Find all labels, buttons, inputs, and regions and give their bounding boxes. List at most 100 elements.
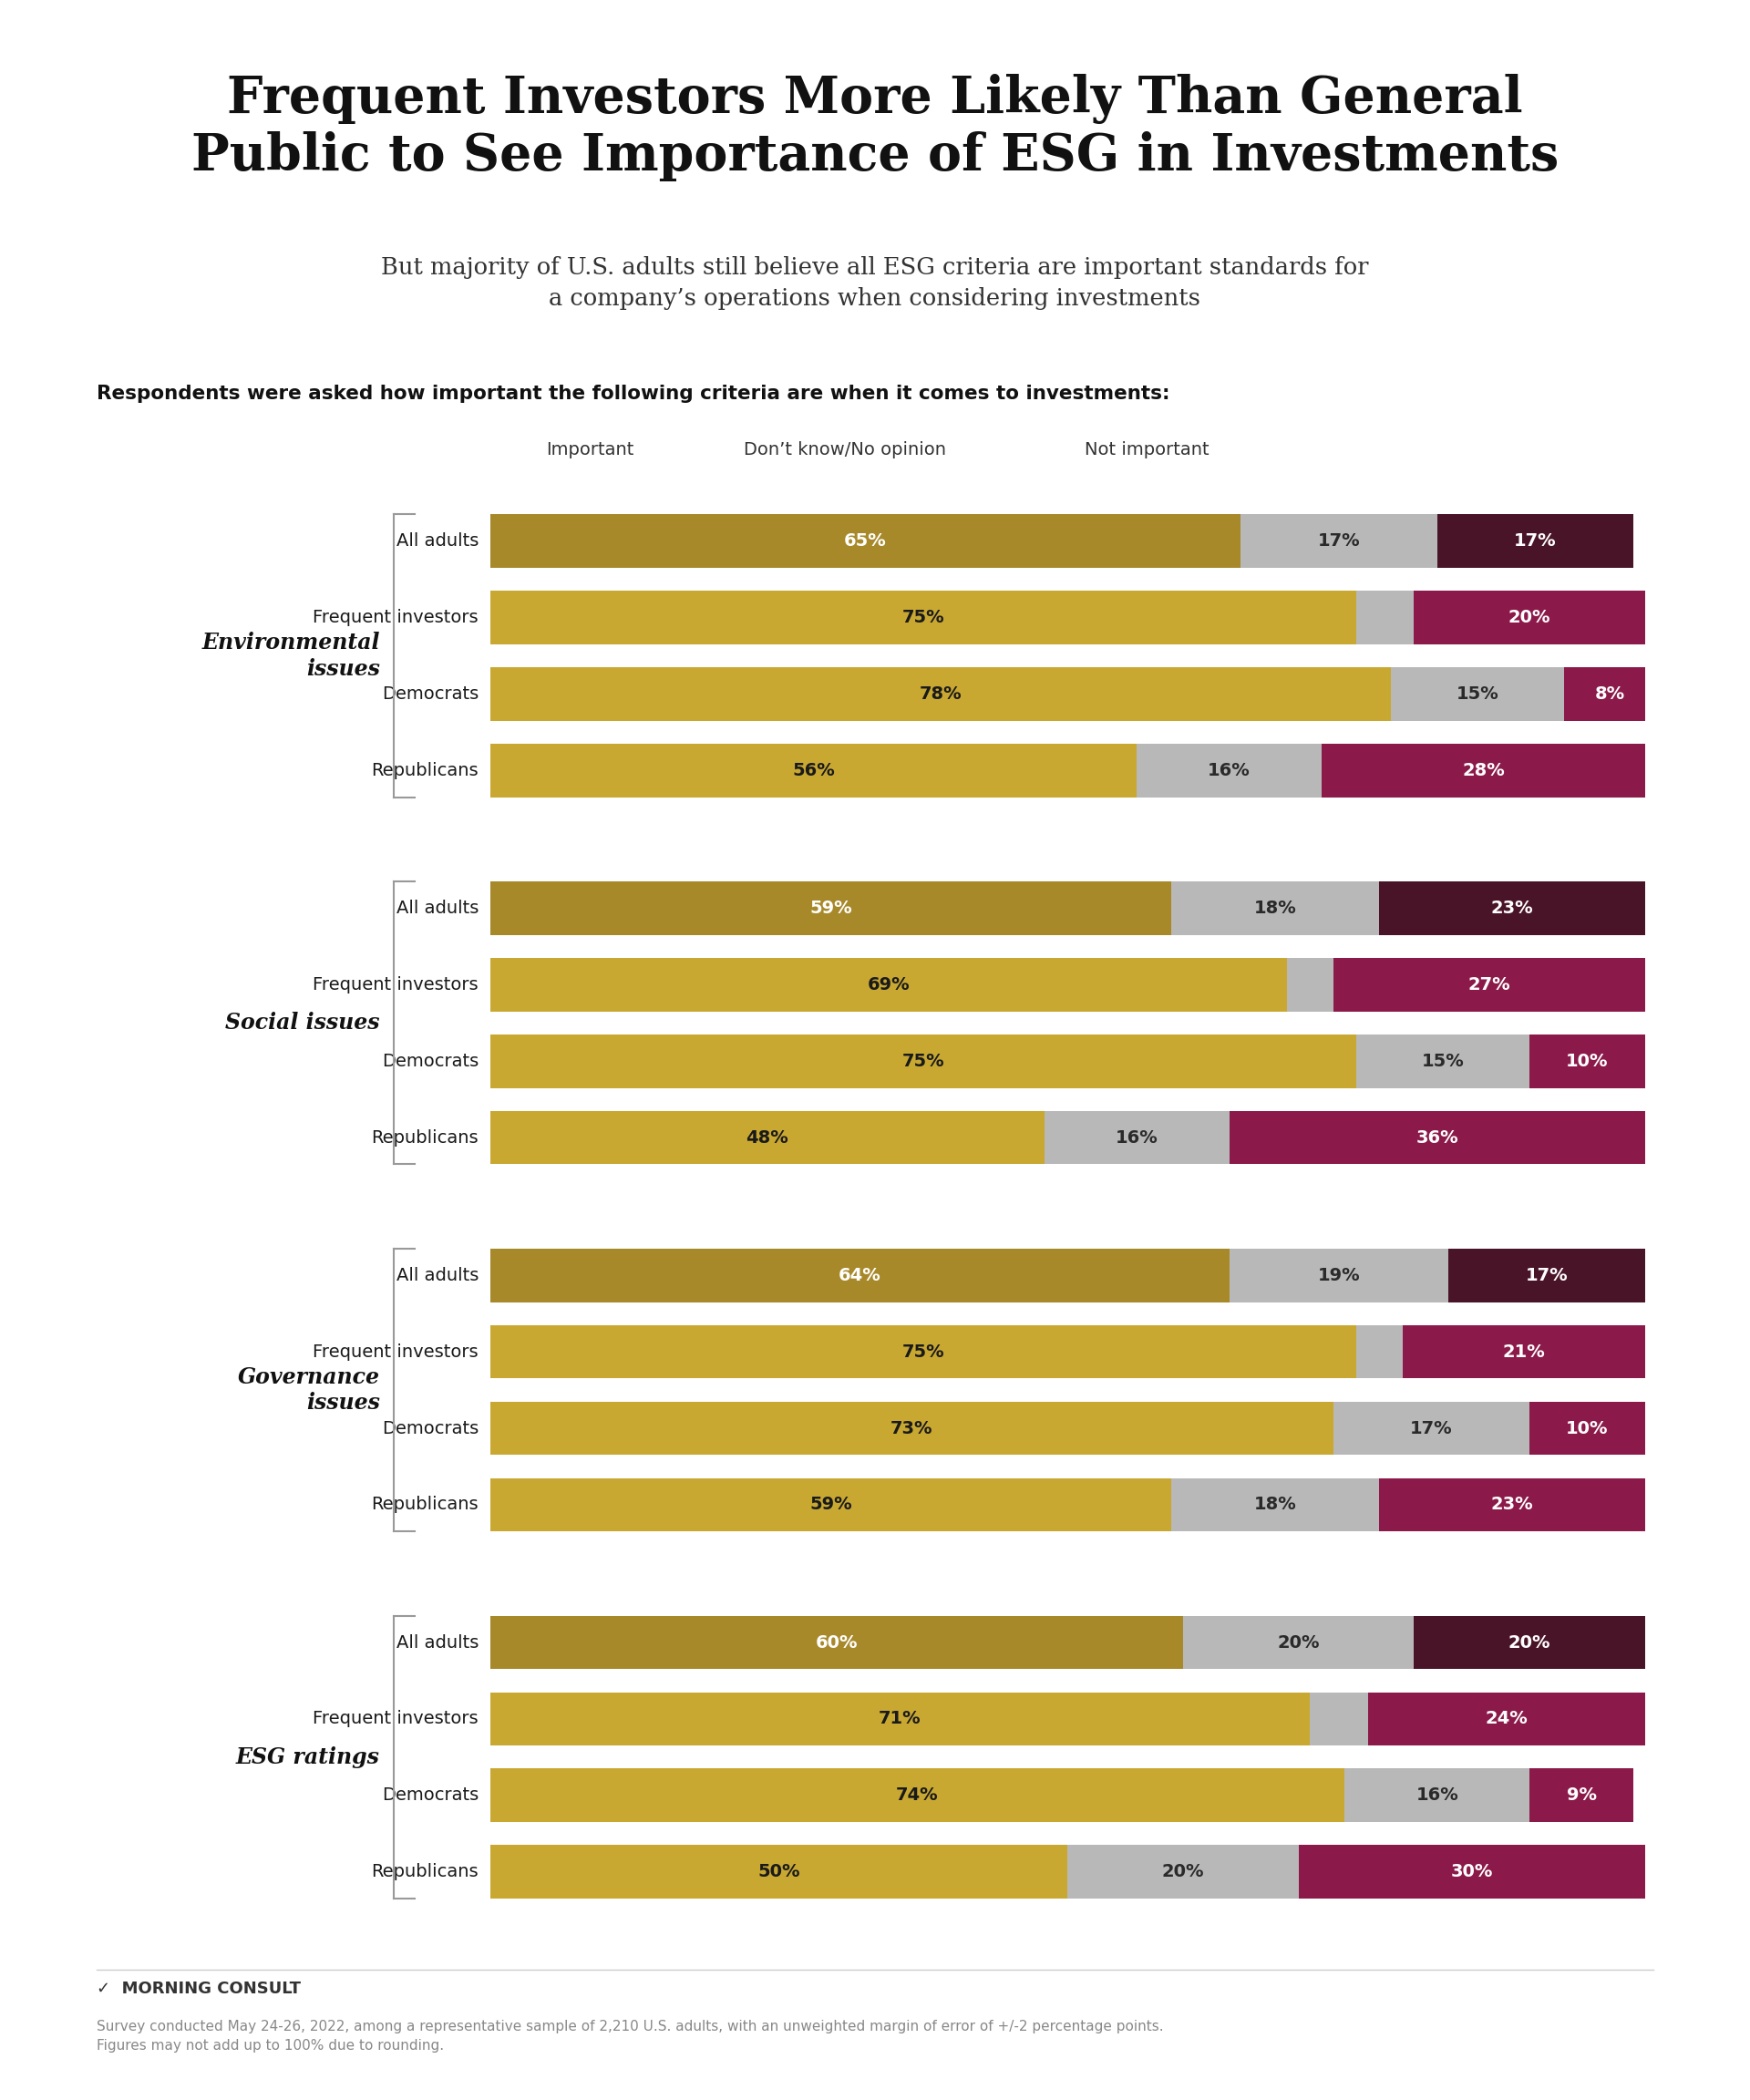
Text: Frequent Investors More Likely Than General
Public to See Importance of ESG in I: Frequent Investors More Likely Than Gene… bbox=[191, 74, 1559, 181]
Text: ✓  MORNING CONSULT: ✓ MORNING CONSULT bbox=[96, 1980, 301, 1997]
Text: Frequent investors: Frequent investors bbox=[313, 1344, 478, 1361]
Text: ESG ratings: ESG ratings bbox=[236, 1747, 380, 1768]
Bar bbox=[1321, 743, 1645, 798]
Bar bbox=[1228, 1250, 1449, 1302]
Text: 15%: 15% bbox=[1456, 685, 1498, 704]
Text: But majority of U.S. adults still believe all ESG criteria are important standar: But majority of U.S. adults still believ… bbox=[382, 256, 1368, 311]
Text: 20%: 20% bbox=[1508, 609, 1550, 626]
Bar bbox=[1449, 1250, 1645, 1302]
Bar bbox=[1564, 668, 1657, 720]
Text: Social issues: Social issues bbox=[226, 1012, 380, 1033]
Text: 75%: 75% bbox=[901, 609, 945, 626]
Bar bbox=[490, 1478, 1171, 1531]
Bar bbox=[490, 1325, 1356, 1378]
Text: 48%: 48% bbox=[746, 1130, 789, 1147]
Text: Democrats: Democrats bbox=[382, 1787, 478, 1804]
Text: 73%: 73% bbox=[891, 1420, 933, 1436]
Text: All adults: All adults bbox=[396, 899, 478, 918]
Text: Governance
issues: Governance issues bbox=[238, 1365, 380, 1413]
Bar bbox=[490, 1846, 1067, 1898]
Text: 75%: 75% bbox=[901, 1052, 945, 1069]
Text: Environmental
issues: Environmental issues bbox=[201, 632, 380, 680]
Text: Survey conducted May 24-26, 2022, among a representative sample of 2,210 U.S. ad: Survey conducted May 24-26, 2022, among … bbox=[96, 2020, 1164, 2054]
Bar bbox=[1530, 1768, 1633, 1823]
Text: Democrats: Democrats bbox=[382, 1420, 478, 1436]
Text: 9%: 9% bbox=[1566, 1787, 1596, 1804]
Bar bbox=[1530, 1035, 1645, 1088]
Bar bbox=[1356, 1035, 1530, 1088]
Bar bbox=[1530, 1401, 1645, 1455]
Text: 64%: 64% bbox=[838, 1266, 880, 1283]
Bar bbox=[1183, 1615, 1414, 1670]
Text: 18%: 18% bbox=[1255, 899, 1297, 918]
Text: Important: Important bbox=[546, 441, 634, 458]
Text: All adults: All adults bbox=[396, 1634, 478, 1651]
Bar bbox=[1379, 882, 1645, 934]
Text: 60%: 60% bbox=[816, 1634, 858, 1651]
Bar bbox=[1045, 1111, 1228, 1163]
Text: Respondents were asked how important the following criteria are when it comes to: Respondents were asked how important the… bbox=[96, 384, 1169, 403]
Text: Frequent investors: Frequent investors bbox=[313, 977, 478, 993]
Text: 50%: 50% bbox=[758, 1863, 800, 1882]
Text: 16%: 16% bbox=[1416, 1787, 1458, 1804]
Text: 20%: 20% bbox=[1162, 1863, 1204, 1882]
Text: 23%: 23% bbox=[1491, 1495, 1533, 1514]
Text: Don’t know/No opinion: Don’t know/No opinion bbox=[744, 441, 947, 458]
Text: Republicans: Republicans bbox=[371, 1863, 478, 1882]
Bar bbox=[1414, 590, 1645, 645]
Bar bbox=[1334, 958, 1645, 1012]
Text: 75%: 75% bbox=[901, 1344, 945, 1361]
Text: 16%: 16% bbox=[1115, 1130, 1158, 1147]
Text: 78%: 78% bbox=[919, 685, 962, 704]
Bar bbox=[490, 514, 1241, 567]
Bar bbox=[490, 1401, 1334, 1455]
Bar bbox=[490, 668, 1391, 720]
Bar bbox=[1414, 1615, 1645, 1670]
Bar bbox=[1298, 1846, 1645, 1898]
Bar bbox=[1391, 668, 1564, 720]
Text: Not important: Not important bbox=[1085, 441, 1209, 458]
Text: 59%: 59% bbox=[810, 899, 852, 918]
Bar bbox=[1356, 590, 1414, 645]
Text: 56%: 56% bbox=[793, 762, 835, 779]
Bar bbox=[490, 1615, 1183, 1670]
Text: 20%: 20% bbox=[1508, 1634, 1550, 1651]
Text: Republicans: Republicans bbox=[371, 1495, 478, 1514]
Text: Republicans: Republicans bbox=[371, 762, 478, 779]
Bar bbox=[490, 1693, 1311, 1745]
Bar bbox=[490, 1111, 1045, 1163]
Text: 23%: 23% bbox=[1491, 899, 1533, 918]
Text: Democrats: Democrats bbox=[382, 1052, 478, 1069]
Text: 65%: 65% bbox=[844, 531, 887, 550]
Bar bbox=[1286, 958, 1334, 1012]
Text: 71%: 71% bbox=[879, 1709, 921, 1728]
Text: Frequent investors: Frequent investors bbox=[313, 609, 478, 626]
Text: 17%: 17% bbox=[1410, 1420, 1452, 1436]
Text: 36%: 36% bbox=[1416, 1130, 1458, 1147]
Text: 15%: 15% bbox=[1421, 1052, 1465, 1069]
Text: Republicans: Republicans bbox=[371, 1130, 478, 1147]
Text: 10%: 10% bbox=[1566, 1052, 1608, 1069]
Text: 69%: 69% bbox=[868, 977, 910, 993]
Text: 24%: 24% bbox=[1486, 1709, 1528, 1728]
Bar bbox=[1171, 882, 1379, 934]
Text: All adults: All adults bbox=[396, 531, 478, 550]
Bar bbox=[490, 1250, 1228, 1302]
Bar bbox=[1241, 514, 1437, 567]
Text: 8%: 8% bbox=[1596, 685, 1626, 704]
Bar bbox=[1402, 1325, 1645, 1378]
Bar bbox=[1368, 1693, 1645, 1745]
Text: 30%: 30% bbox=[1451, 1863, 1493, 1882]
Bar bbox=[1379, 1478, 1645, 1531]
Text: 10%: 10% bbox=[1566, 1420, 1608, 1436]
Text: All adults: All adults bbox=[396, 1266, 478, 1283]
Text: Frequent investors: Frequent investors bbox=[313, 1709, 478, 1728]
Text: 19%: 19% bbox=[1318, 1266, 1360, 1283]
Text: 17%: 17% bbox=[1318, 531, 1360, 550]
Text: 21%: 21% bbox=[1503, 1344, 1545, 1361]
Bar bbox=[1228, 1111, 1645, 1163]
Bar bbox=[1437, 514, 1633, 567]
Bar bbox=[1171, 1478, 1379, 1531]
Bar bbox=[1138, 743, 1321, 798]
Bar bbox=[490, 743, 1138, 798]
